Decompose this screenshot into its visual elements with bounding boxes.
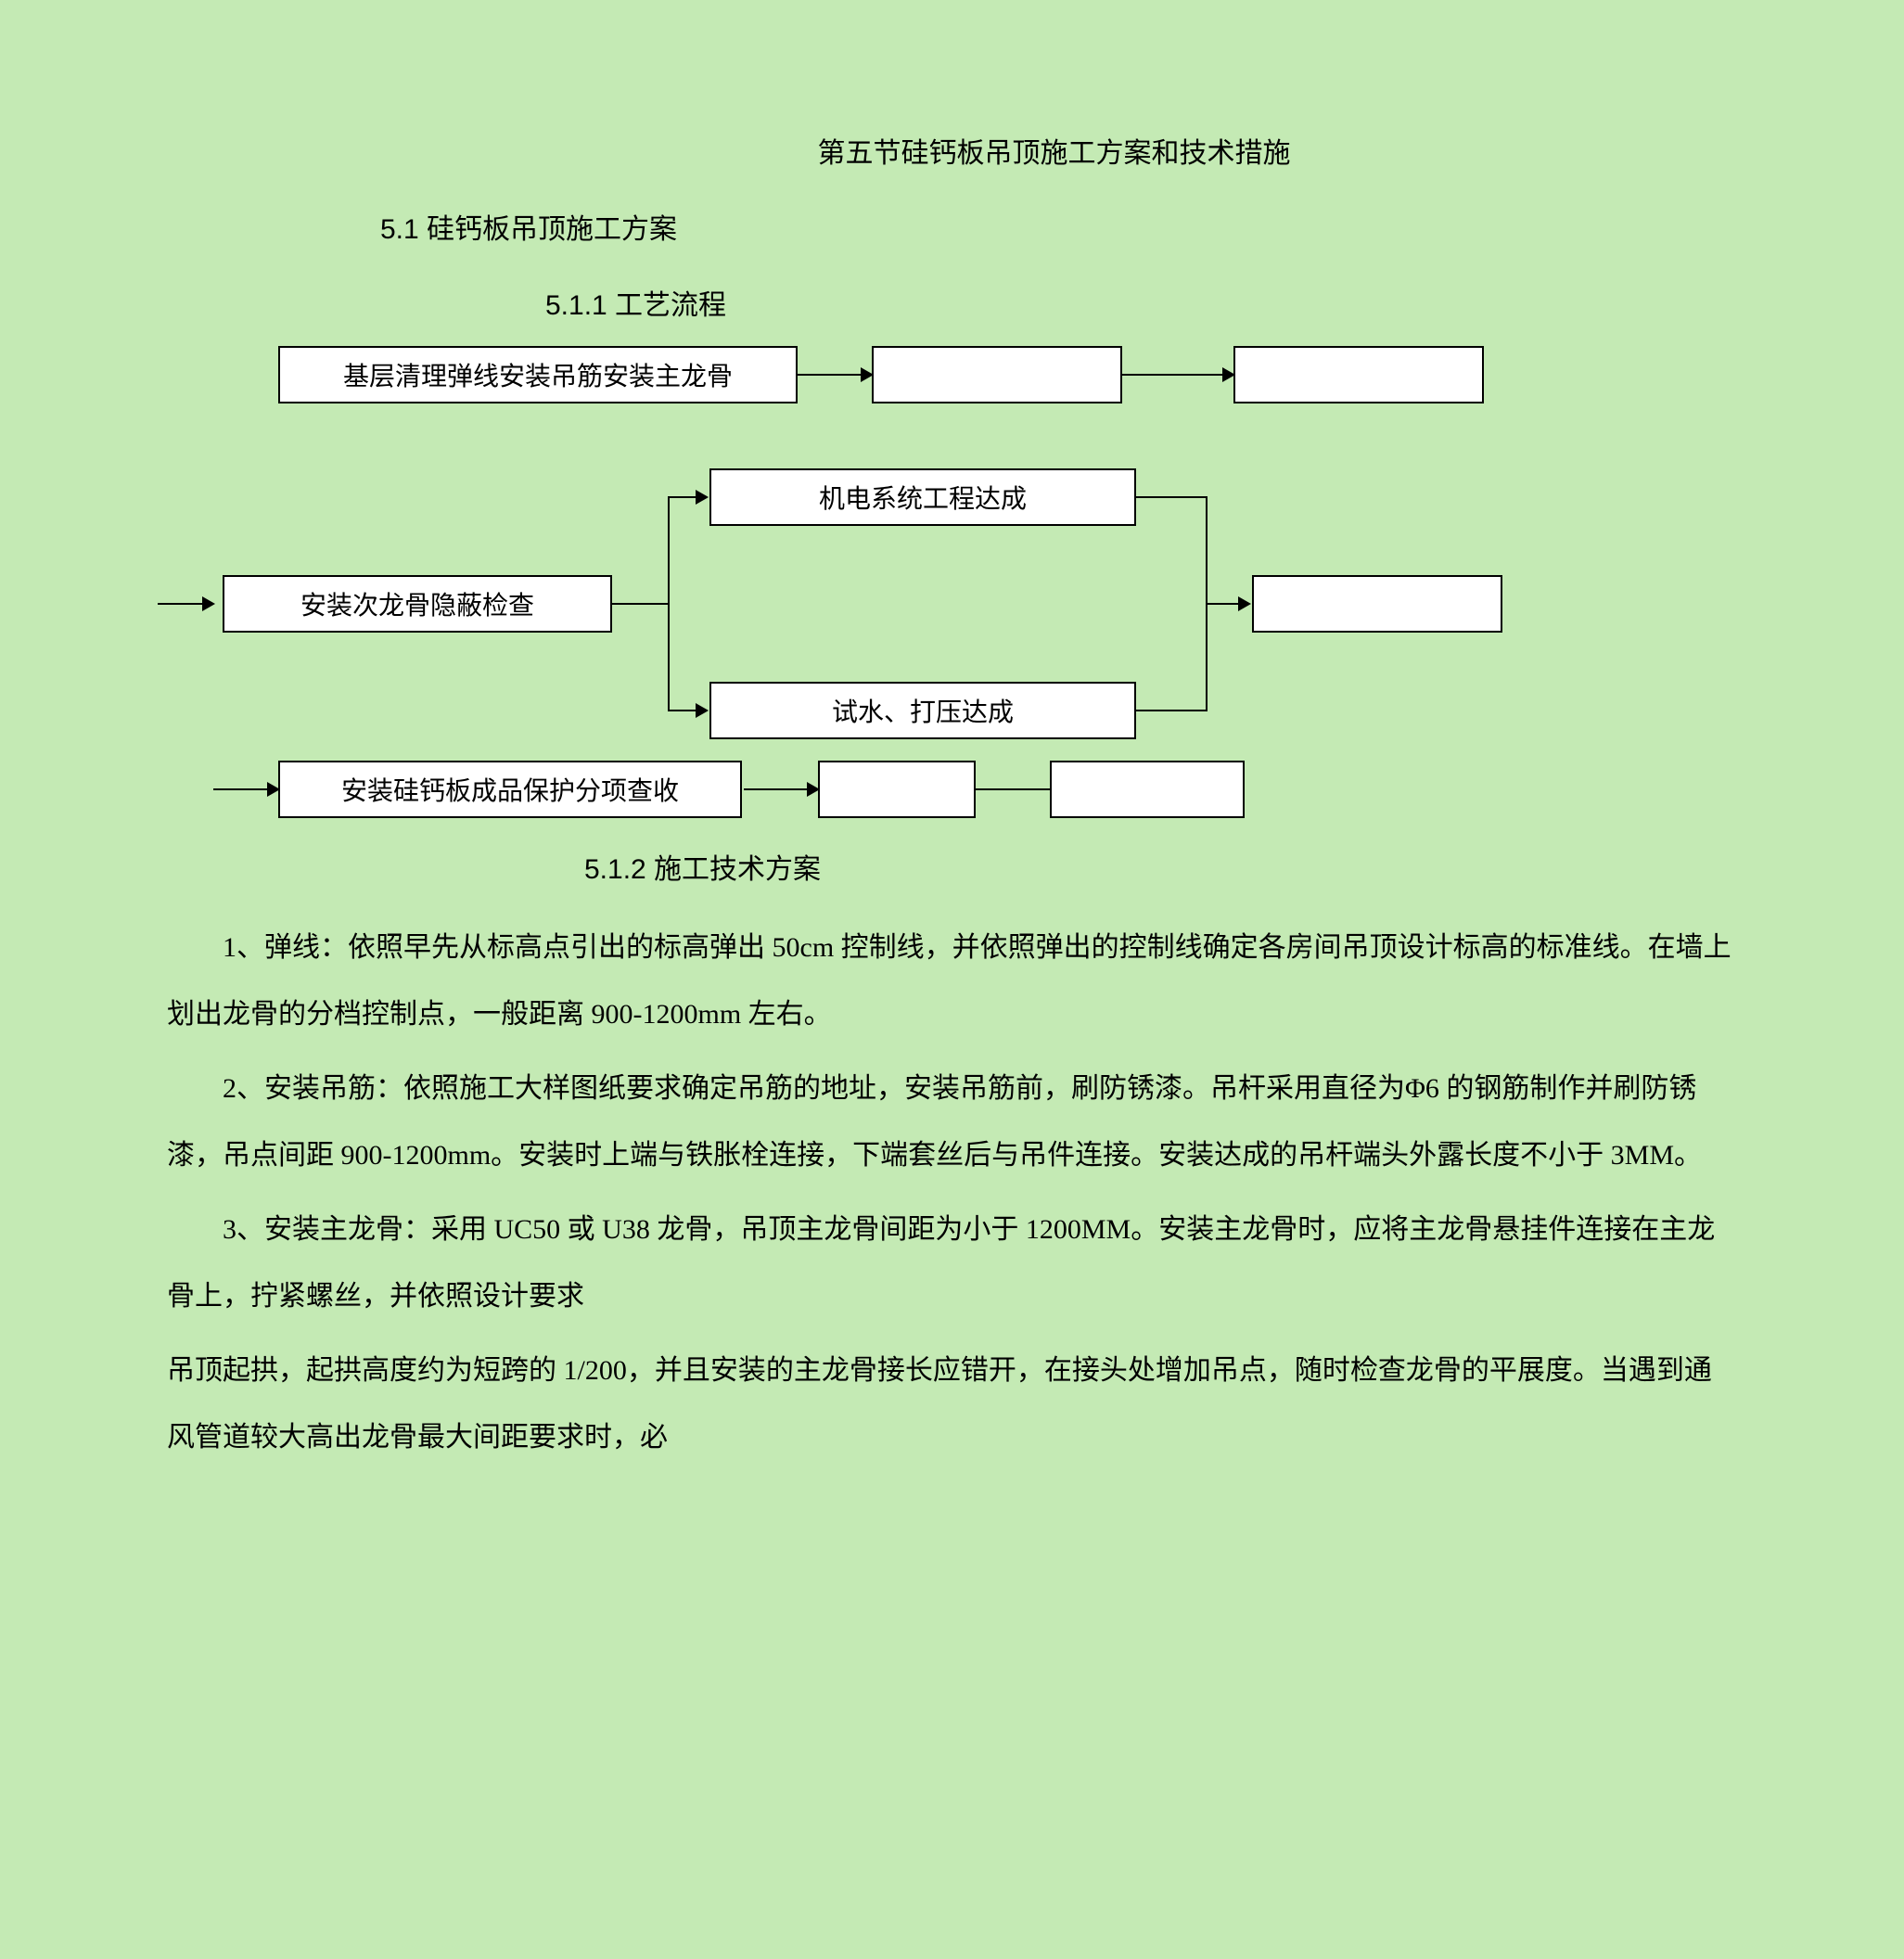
line-2-upper-out <box>1136 496 1206 498</box>
flow-box-3-2 <box>818 761 976 818</box>
flow-row-3: 安装硅钙板成品保护分项查收 <box>213 761 1737 818</box>
flowchart: 基层清理弹线安装吊筋安装主龙骨 安装次龙骨隐蔽检查 机电系统工程达成 试水、打压… <box>185 346 1737 818</box>
flow-box-2-1: 安装次龙骨隐蔽检查 <box>223 575 612 633</box>
line-2-merge-out <box>1206 603 1238 605</box>
arrow-2-merge <box>1238 596 1251 611</box>
para-4: 吊顶起拱，起拱高度约为短跨的 1/200，并且安装的主龙骨接长应错开，在接头处增… <box>167 1338 1737 1471</box>
line-2-vsplit <box>668 496 670 711</box>
title-sub-2: 5.1.1 工艺流程 <box>545 282 1737 323</box>
para-3: 3、安装主龙骨：采用 UC50 或 U38 龙骨，吊顶主龙骨间距为小于 1200… <box>167 1197 1737 1330</box>
arrow-3-1 <box>744 788 818 790</box>
line-2-1 <box>612 603 668 605</box>
arrow-2-upper <box>696 490 709 505</box>
arrow-1-1 <box>798 374 872 376</box>
flow-box-2-2a: 机电系统工程达成 <box>709 468 1136 526</box>
flow-box-1-3 <box>1233 346 1484 403</box>
line-2-upper <box>668 496 696 498</box>
arrow-2-in <box>158 603 213 605</box>
line-2-lower-out <box>1136 710 1206 711</box>
flow-box-2-2b: 试水、打压达成 <box>709 682 1136 739</box>
flow-box-2-3 <box>1252 575 1502 633</box>
line-3-2 <box>976 788 1050 790</box>
para-2: 2、安装吊筋：依照施工大样图纸要求确定吊筋的地址，安装吊筋前，刷防锈漆。吊杆采用… <box>167 1056 1737 1189</box>
arrow-1-2 <box>1122 374 1233 376</box>
body-text: 1、弹线：依照早先从标高点引出的标高弹出 50cm 控制线，并依照弹出的控制线确… <box>167 915 1737 1471</box>
title-sub-3: 5.1.2 施工技术方案 <box>584 846 1737 887</box>
arrow-3-in <box>213 788 278 790</box>
flow-row-1: 基层清理弹线安装吊筋安装主龙骨 <box>278 346 1737 403</box>
line-2-lower <box>668 710 696 711</box>
title-sub-1: 5.1 硅钙板吊顶施工方案 <box>380 206 1737 247</box>
title-main: 第五节硅钙板吊顶施工方案和技术措施 <box>371 130 1737 171</box>
flow-box-1-1: 基层清理弹线安装吊筋安装主龙骨 <box>278 346 798 403</box>
para-1: 1、弹线：依照早先从标高点引出的标高弹出 50cm 控制线，并依照弹出的控制线确… <box>167 915 1737 1048</box>
flow-box-1-2 <box>872 346 1122 403</box>
arrow-2-lower <box>696 703 709 718</box>
flow-box-3-3 <box>1050 761 1245 818</box>
flow-row-2: 安装次龙骨隐蔽检查 机电系统工程达成 试水、打压达成 <box>185 468 1737 756</box>
flow-box-3-1: 安装硅钙板成品保护分项查收 <box>278 761 742 818</box>
